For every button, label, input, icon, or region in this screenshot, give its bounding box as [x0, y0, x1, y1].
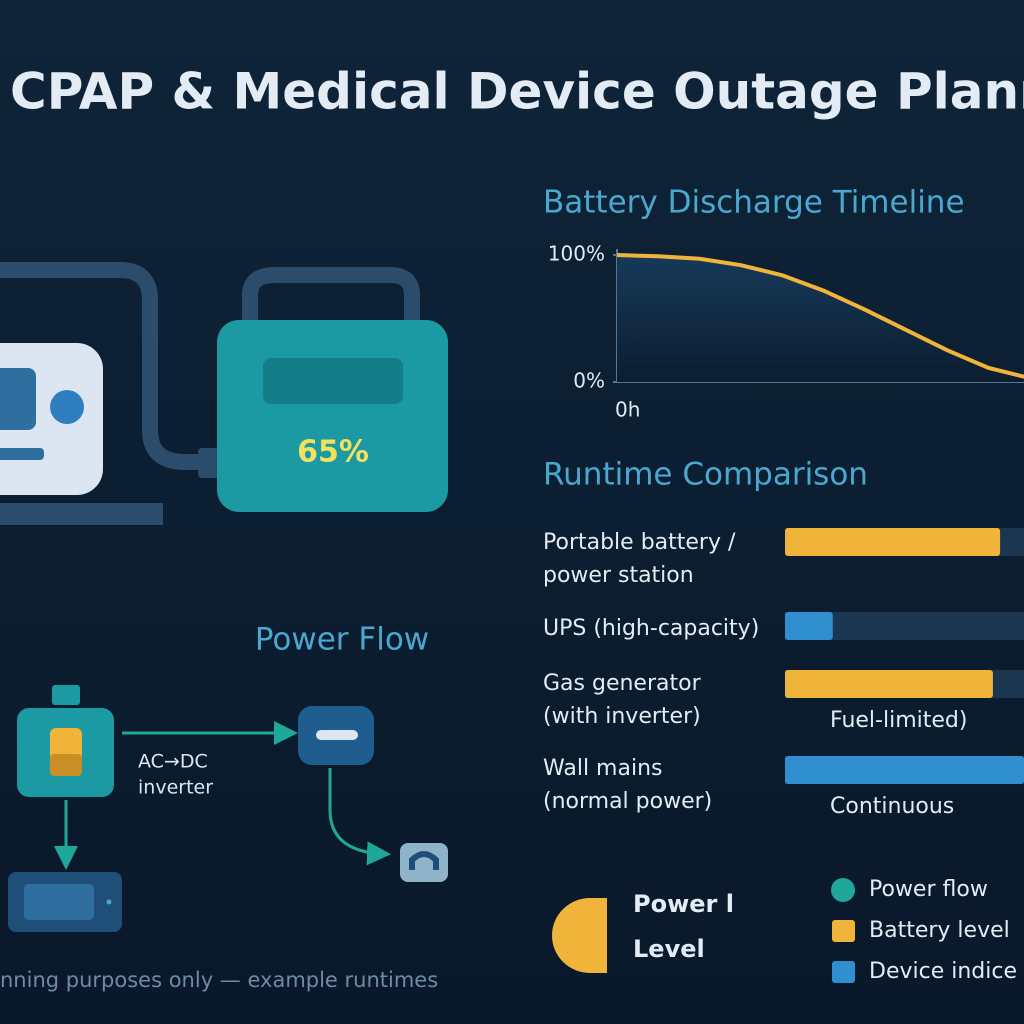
row-label: Gas generator [543, 671, 702, 696]
legend-label: Power flow [869, 877, 988, 902]
discharge-line [616, 253, 1024, 379]
section-title: Battery Discharge Timeline [543, 185, 965, 221]
legend-label: Device indice [869, 959, 1017, 984]
title: CPAP & Medical Device Outage Planne [10, 63, 1024, 121]
legend-swatch [831, 878, 855, 902]
row-label: (with inverter) [543, 704, 701, 729]
runtime-comparison: Portable battery / power station UPS (high… [543, 528, 1024, 819]
row-label: Portable battery / [543, 530, 736, 555]
row-label: power station [543, 563, 694, 588]
bar [785, 528, 1001, 556]
row-label: Wall mains [543, 756, 662, 781]
gauge-icon [552, 898, 607, 973]
x-tick-label: 0h [615, 398, 640, 422]
legend-label: Battery level [869, 918, 1010, 943]
row-label: (normal power) [543, 789, 712, 814]
bar [785, 612, 833, 640]
bar [785, 756, 1024, 784]
bar [785, 670, 993, 698]
row-label: UPS (high-capacity) [543, 616, 759, 641]
cpap-illustration: 65% [0, 262, 448, 525]
gauge-label: Power l [633, 890, 734, 918]
battery-level-text: 65% [297, 435, 369, 470]
legend: Power l Level Power flow Battery level Devic… [552, 877, 1017, 984]
section-title: Power Flow [255, 622, 429, 658]
legend-swatch [832, 920, 855, 942]
row-note: Fuel-limited) [830, 708, 967, 733]
row-note: Continuous [830, 794, 954, 819]
power-flow-diagram: Power Flow AC→DC inverter [8, 622, 448, 932]
legend-swatch [832, 961, 855, 983]
gauge-label: Level [633, 935, 705, 963]
converter-label: AC→DC [138, 751, 208, 773]
converter-label: inverter [138, 777, 213, 799]
y-tick-label: 0% [573, 369, 605, 393]
section-title: Runtime Comparison [543, 457, 868, 493]
footer-note: nning purposes only — example runtimes [0, 968, 438, 992]
area [617, 255, 1024, 382]
discharge-chart: 100% 0% 0h [548, 242, 1024, 422]
y-tick-label: 100% [548, 242, 605, 266]
